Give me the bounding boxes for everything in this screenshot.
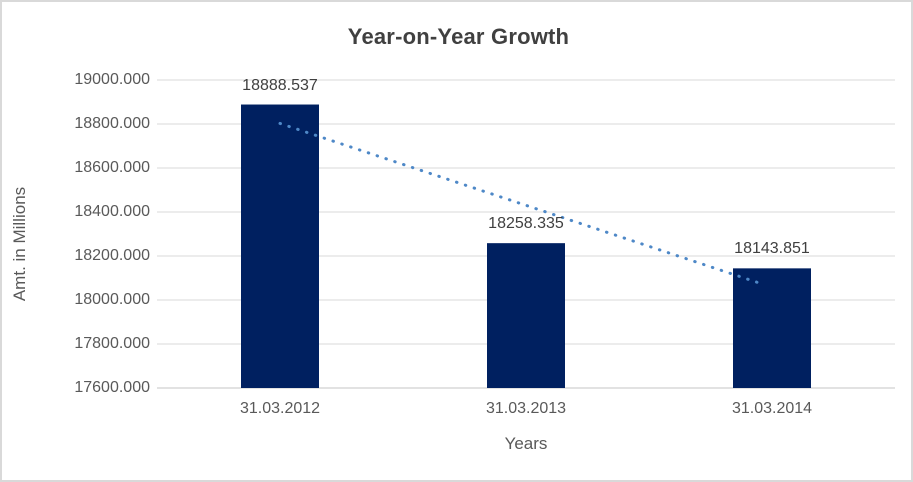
y-tick-label: 19000.000 <box>74 71 150 88</box>
bar <box>241 104 319 389</box>
chart-title: Year-on-Year Growth <box>347 24 570 49</box>
bar-series <box>241 104 811 389</box>
y-tick-label: 17600.000 <box>74 379 150 396</box>
x-axis-title: Years <box>504 434 548 453</box>
bar <box>487 243 565 388</box>
y-axis-title: Amt. in Millions <box>10 186 29 302</box>
trendline <box>278 121 766 287</box>
y-tick-label: 18400.000 <box>74 203 150 220</box>
y-tick-label: 18800.000 <box>74 115 150 132</box>
bar-data-label: 18143.851 <box>734 240 810 258</box>
x-tick-label: 31.03.2014 <box>731 400 813 417</box>
y-tick-label: 18200.000 <box>74 247 150 264</box>
y-tick-label: 18600.000 <box>74 159 150 176</box>
x-tick-label: 31.03.2013 <box>485 400 567 417</box>
trendline-dotted <box>278 121 766 287</box>
y-tick-label: 18000.000 <box>74 291 150 308</box>
y-tick-label: 17800.000 <box>74 335 150 352</box>
bar-data-label: 18258.335 <box>488 215 564 233</box>
x-tick-label: 31.03.2012 <box>239 400 321 417</box>
bar <box>733 268 811 388</box>
bar-data-label: 18888.537 <box>242 76 318 94</box>
